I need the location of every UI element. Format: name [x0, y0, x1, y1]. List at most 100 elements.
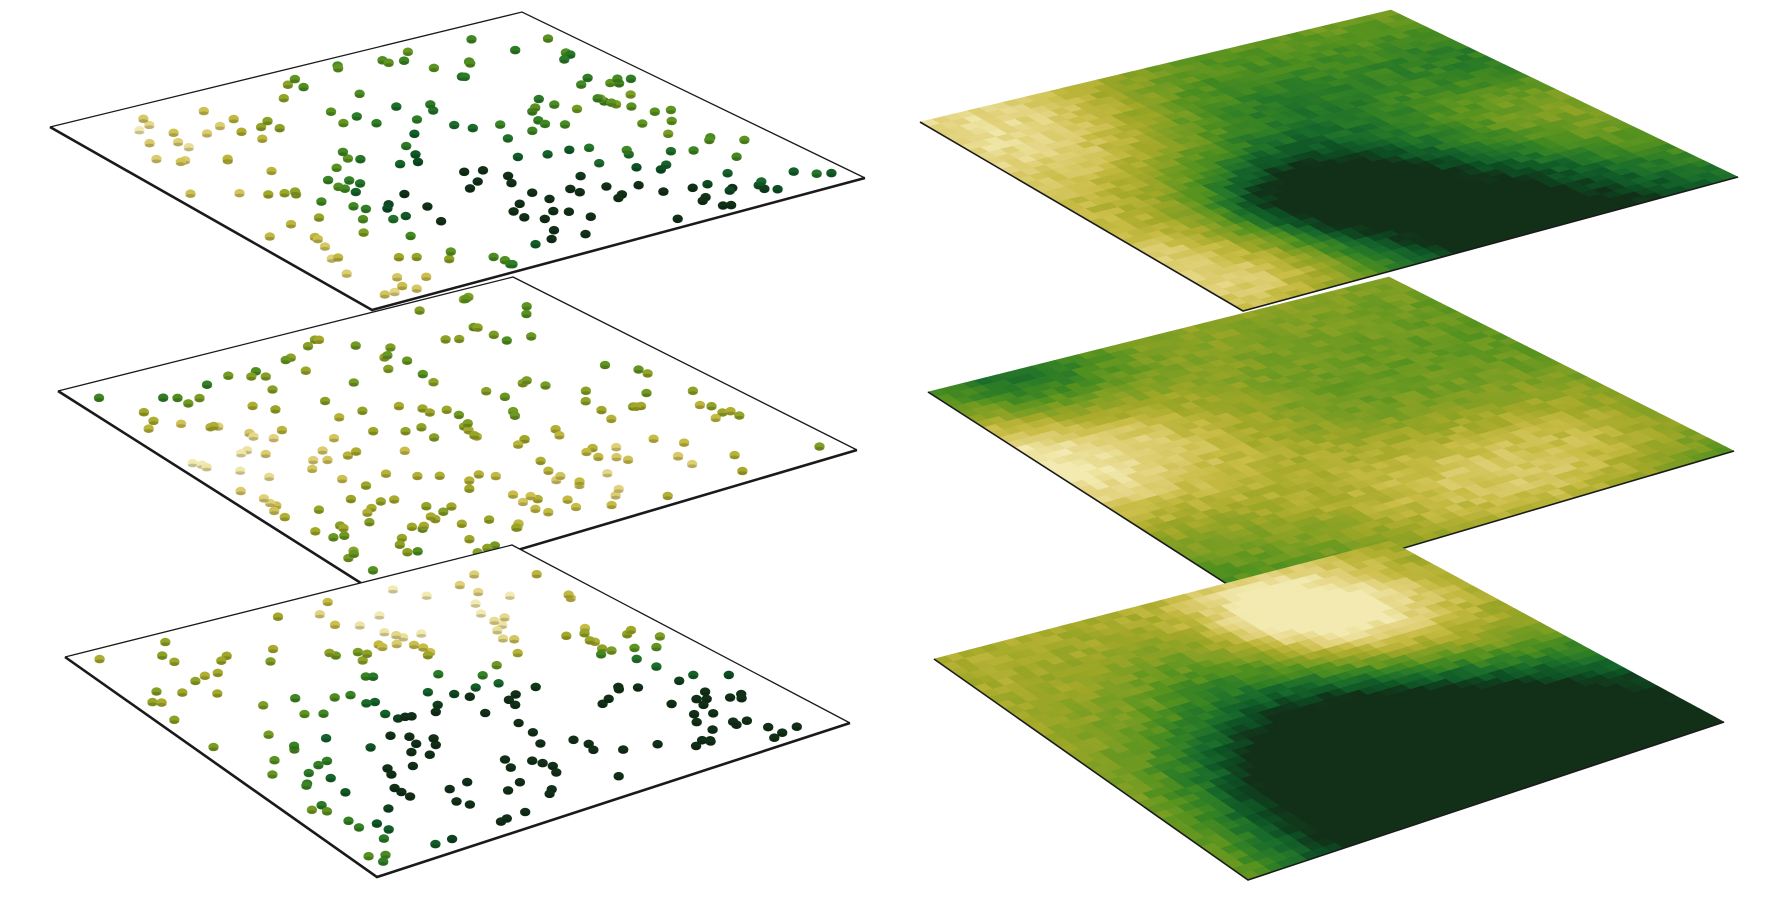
sample-point: [175, 419, 187, 429]
sample-point: [385, 343, 396, 352]
sample-point: [344, 176, 355, 185]
sample-point: [389, 287, 400, 297]
sample-point: [263, 730, 274, 739]
sample-point: [396, 533, 408, 543]
sample-point: [588, 745, 599, 755]
sample-point: [509, 635, 520, 644]
sample-point: [672, 452, 684, 461]
sample-point: [585, 212, 596, 221]
sample-point: [262, 116, 273, 126]
sample-point: [826, 168, 837, 178]
sample-point: [302, 341, 314, 351]
sample-point: [350, 447, 362, 456]
sample-point: [428, 734, 439, 743]
sample-point: [579, 628, 590, 638]
sample-point: [444, 254, 455, 264]
sample-point: [401, 141, 412, 151]
sample-point: [322, 597, 333, 607]
sample-point: [280, 355, 291, 365]
sample-point: [377, 642, 388, 652]
sample-point: [263, 190, 274, 199]
sample-point: [328, 533, 339, 542]
sample-point: [378, 834, 390, 843]
point-layer-1: [49, 11, 866, 312]
sample-point: [272, 612, 284, 621]
sample-point: [412, 157, 424, 167]
sample-point: [497, 634, 509, 643]
sample-point: [383, 364, 394, 374]
sample-point: [368, 426, 379, 436]
sample-point: [402, 47, 414, 57]
sample-point: [722, 168, 733, 178]
sample-point: [369, 697, 381, 707]
sample-point: [134, 126, 145, 135]
sample-point: [318, 709, 329, 718]
sample-point: [508, 207, 519, 216]
sample-point: [592, 94, 603, 103]
sample-point: [382, 351, 393, 360]
sample-point: [235, 449, 247, 458]
raster-layers-column: [890, 0, 1780, 900]
sample-point: [400, 211, 411, 221]
sample-point: [183, 142, 194, 152]
sample-point: [168, 128, 179, 138]
sample-point: [625, 625, 637, 635]
sample-point: [505, 259, 516, 269]
sample-point: [410, 150, 421, 159]
sample-point: [690, 741, 702, 751]
sample-point: [342, 154, 354, 163]
sample-point: [313, 760, 324, 770]
sample-point: [348, 378, 359, 387]
sample-point: [729, 450, 740, 460]
raster-layer-2: [927, 276, 1735, 596]
sample-point: [492, 626, 503, 635]
sample-point: [631, 402, 642, 412]
sample-point: [517, 497, 529, 507]
sample-point: [169, 715, 180, 725]
sample-point: [422, 650, 434, 660]
sample-point: [511, 523, 522, 532]
sample-point: [665, 105, 677, 115]
sample-point: [445, 247, 456, 256]
sample-point: [694, 400, 706, 410]
sample-point: [688, 709, 700, 719]
sample-point: [462, 777, 473, 787]
point-layer-3: [64, 544, 851, 879]
sample-point: [483, 515, 495, 524]
sample-point: [157, 651, 168, 660]
sample-point: [691, 694, 702, 704]
sample-point: [258, 701, 269, 710]
sample-point: [397, 281, 408, 291]
sample-point: [772, 184, 783, 194]
sample-point: [267, 770, 278, 779]
sample-point: [412, 547, 423, 556]
sample-point: [421, 591, 432, 601]
sample-point: [299, 709, 310, 719]
raster-layer-3: [933, 540, 1725, 881]
sample-point: [530, 103, 541, 112]
sample-point: [811, 169, 822, 178]
sample-point: [513, 718, 524, 728]
sample-point: [345, 690, 356, 700]
sample-point: [147, 697, 158, 707]
sample-point: [449, 120, 460, 130]
sample-point: [258, 494, 270, 503]
sample-point: [717, 201, 729, 210]
sample-point: [737, 466, 748, 476]
sample-point: [507, 490, 519, 499]
sample-point: [313, 335, 325, 345]
sample-point: [212, 668, 223, 678]
sample-point: [151, 687, 162, 696]
sample-point: [324, 648, 335, 658]
sample-point: [739, 135, 750, 145]
sample-point: [562, 495, 573, 505]
sample-point: [138, 407, 150, 417]
sample-point: [357, 656, 368, 665]
sample-point: [422, 202, 433, 211]
sample-point: [361, 699, 372, 708]
sample-point: [408, 640, 420, 650]
sample-point: [565, 184, 576, 194]
sample-point: [460, 294, 471, 304]
sample-point: [156, 698, 167, 707]
sample-point: [555, 471, 566, 481]
